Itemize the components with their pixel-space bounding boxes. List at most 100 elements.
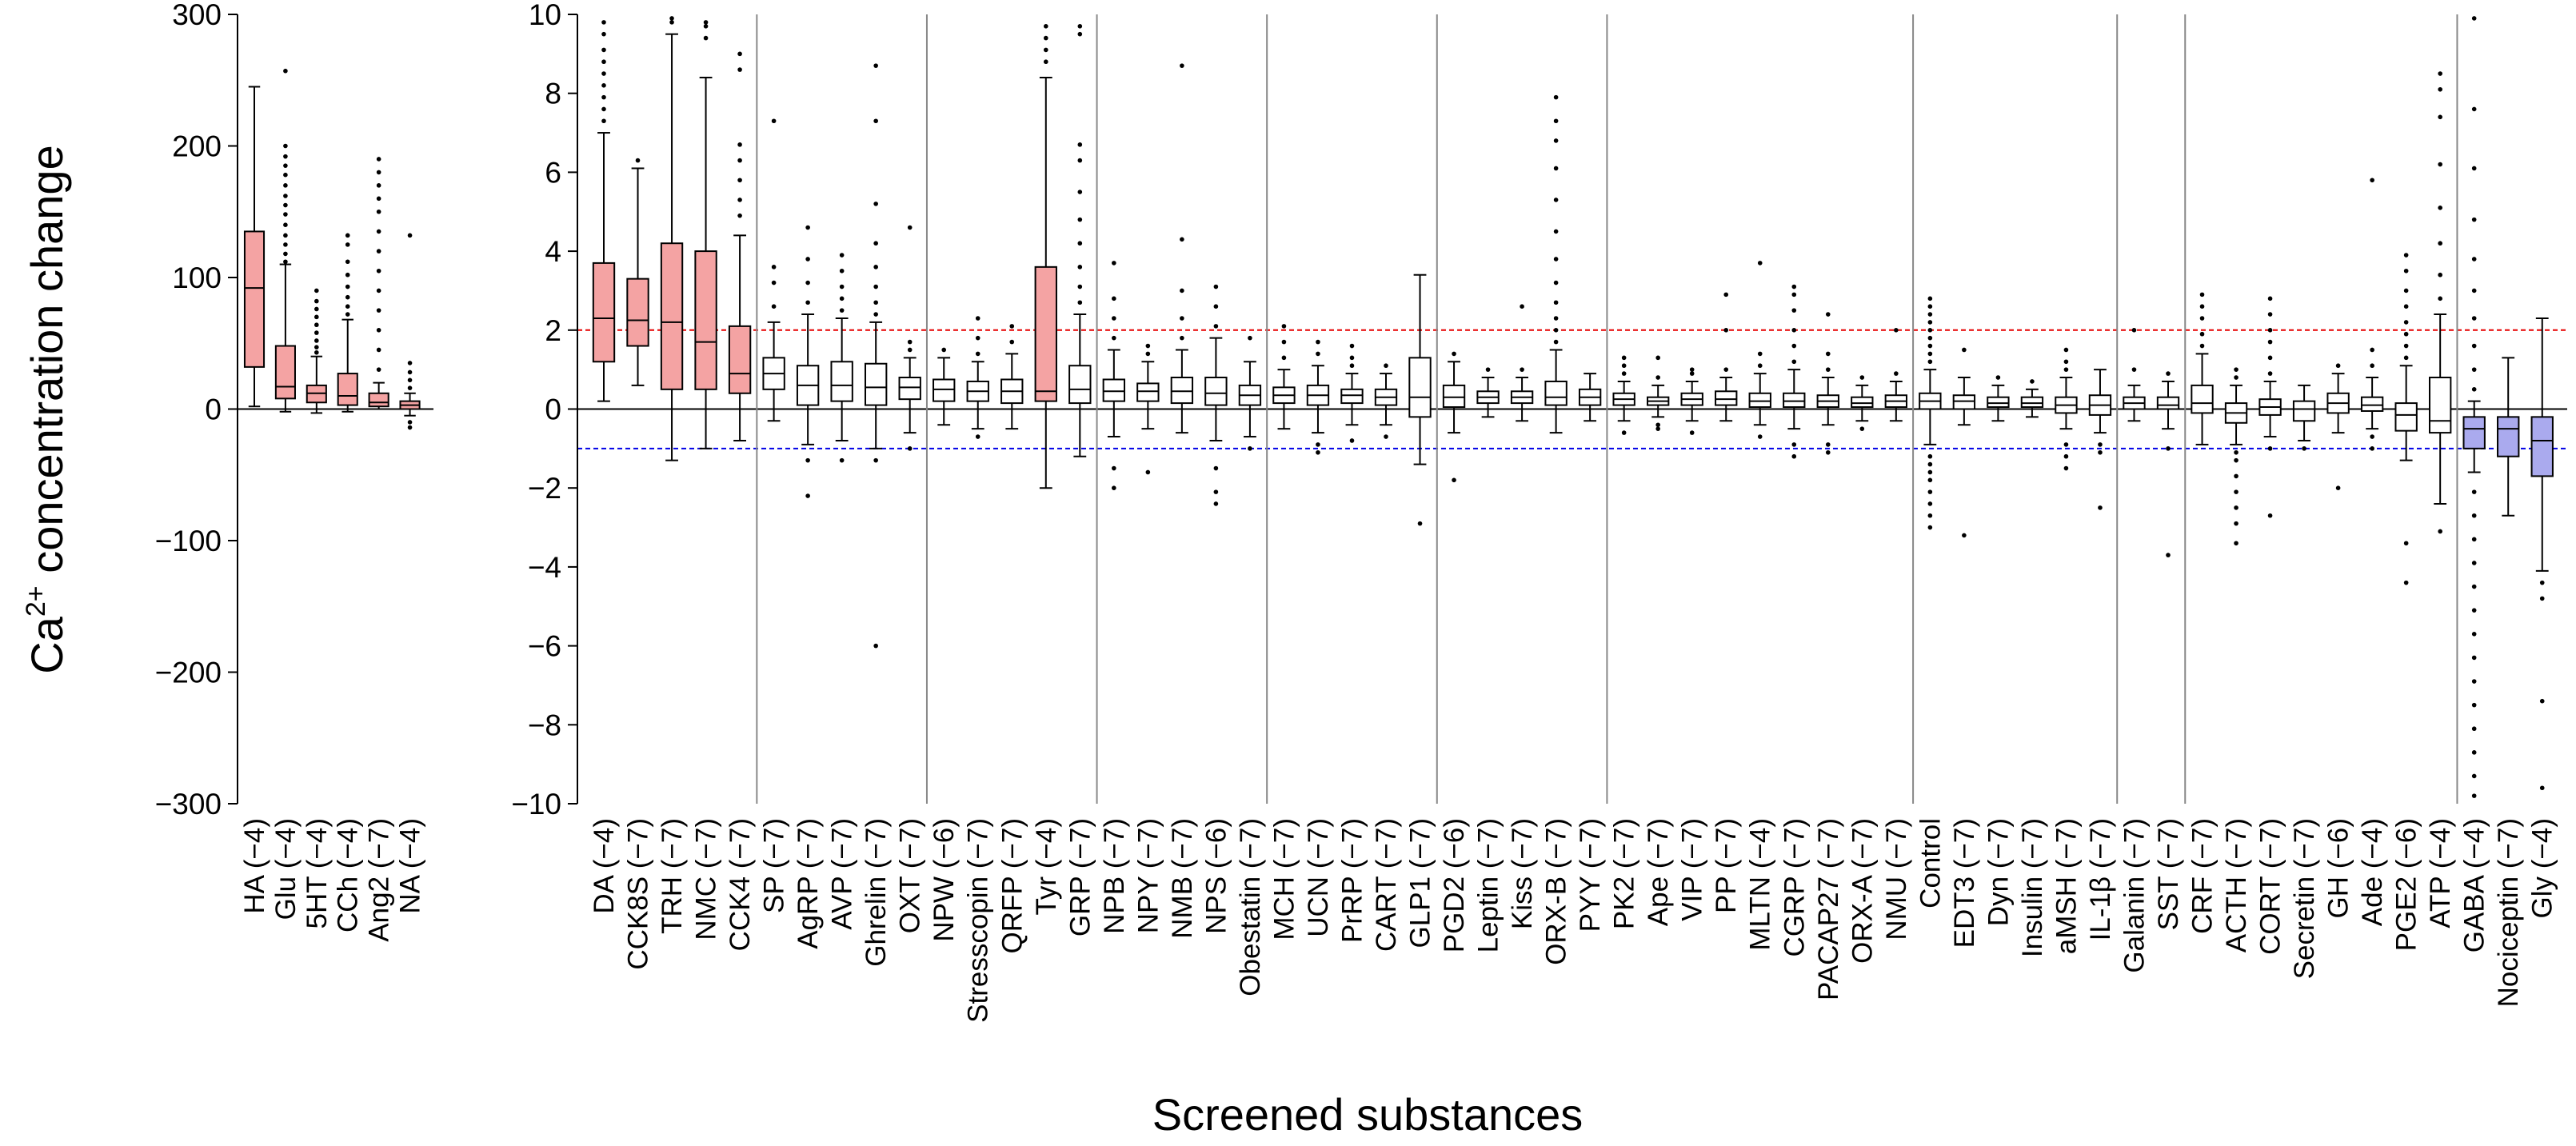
outlier-point [1281, 324, 1287, 329]
outlier-point [1962, 347, 1967, 353]
outlier-point [2403, 343, 2409, 349]
outlier-point [2234, 457, 2239, 463]
outlier-point [737, 158, 742, 163]
outlier-point [2335, 485, 2341, 490]
outlier-point [1316, 442, 1320, 447]
x-axis-title: Screened substances [1152, 1089, 1584, 1140]
box-iqr [660, 242, 684, 390]
outlier-point [1112, 261, 1116, 266]
outlier-point [839, 308, 845, 313]
x-tick-label: Secretin (−7) [2289, 818, 2320, 979]
outlier-point [1553, 166, 1559, 171]
outlier-point [1791, 292, 1797, 297]
outlier-point [314, 330, 319, 335]
x-tick-label: MLTN (−4) [1745, 818, 1776, 951]
outlier-point [2234, 367, 2239, 372]
outlier-point [873, 643, 878, 649]
outlier-point [1791, 359, 1797, 365]
x-tick-label: PGD2 (−6) [1439, 818, 1470, 952]
outlier-point [1689, 430, 1695, 435]
box-NA [399, 233, 421, 430]
x-tick-label: PrRP (−7) [1336, 818, 1368, 943]
x-tick-label: Ghrelin (−7) [861, 818, 892, 967]
x-tick-label: VIP (−7) [1677, 818, 1708, 921]
x-tick-label: NPY (−7) [1132, 818, 1164, 933]
x-tick-label: Ang2 (−7) [364, 818, 395, 942]
box-iqr [694, 250, 717, 390]
x-tick-label: CGRP (−7) [1779, 818, 1810, 956]
outlier-point [907, 339, 913, 345]
box-NPS [1204, 284, 1228, 506]
outlier-point [1043, 59, 1048, 65]
outlier-point [2370, 347, 2374, 353]
outlier-point [2471, 608, 2477, 613]
box-OXT [898, 225, 921, 451]
outlier-point [345, 272, 350, 278]
outlier-point [1281, 355, 1287, 361]
box-iqr [1783, 392, 1806, 409]
outlier-point [2438, 162, 2442, 167]
x-tick-label: MCH (−7) [1268, 818, 1300, 940]
outlier-point [839, 457, 845, 463]
outlier-point [407, 233, 413, 238]
outlier-point [1009, 339, 1015, 345]
outlier-point [1553, 316, 1559, 321]
outlier-point [1757, 363, 1763, 369]
outlier-point [2267, 328, 2273, 333]
box-GRP [1068, 24, 1092, 457]
outlier-point [2471, 631, 2477, 637]
box-iqr [1034, 266, 1057, 402]
y-tick-label: 6 [545, 156, 561, 189]
outlier-point [601, 71, 606, 76]
outlier-point [1757, 351, 1763, 357]
outlier-point [1145, 351, 1151, 357]
outlier-point [737, 51, 742, 57]
outlier-point [376, 367, 381, 372]
outlier-point [805, 300, 810, 305]
outlier-point [2199, 316, 2205, 321]
box-Galanin [2123, 328, 2146, 422]
outlier-point [1621, 371, 1627, 376]
outlier-point [407, 377, 413, 383]
outlier-point [1621, 355, 1627, 361]
box-5HT [306, 288, 327, 414]
box-Secretin [2292, 384, 2316, 451]
x-tick-label: EDT3 (−7) [1949, 818, 1980, 948]
outlier-point [2166, 371, 2171, 376]
outlier-point [2335, 363, 2341, 369]
box-MCH [1272, 324, 1296, 430]
outlier-point [2199, 331, 2205, 337]
x-tick-label: GRP (−7) [1064, 818, 1096, 936]
x-tick-label: Leptin (−7) [1473, 818, 1504, 952]
box-iqr [1170, 377, 1194, 405]
outlier-point [1927, 351, 1933, 357]
outlier-point [2234, 375, 2239, 380]
outlier-point [314, 322, 319, 328]
outlier-point [376, 347, 381, 353]
outlier-point [873, 118, 878, 124]
outlier-point [2471, 793, 2477, 798]
outlier-point [1009, 324, 1015, 329]
outlier-point [376, 308, 381, 313]
outlier-point [376, 157, 381, 162]
outlier-point [1927, 312, 1933, 317]
outlier-point [601, 94, 606, 100]
outlier-point [1689, 371, 1695, 376]
y-tick-label: −200 [155, 657, 222, 689]
outlier-point [2063, 465, 2069, 471]
outlier-point [2471, 773, 2477, 779]
y-tick-label: 0 [205, 393, 222, 426]
box-NMU [1884, 328, 1908, 422]
outlier-point [2471, 702, 2477, 708]
outlier-point [1145, 469, 1151, 475]
outlier-point [1043, 35, 1048, 41]
outlier-point [283, 242, 288, 247]
outlier-point [737, 198, 742, 202]
outlier-point [1248, 446, 1252, 451]
outlier-point [2166, 446, 2171, 451]
y-tick-label: 200 [172, 130, 222, 163]
outlier-point [2539, 698, 2545, 704]
box-iqr [274, 345, 296, 400]
y-tick-label: −100 [155, 525, 222, 557]
